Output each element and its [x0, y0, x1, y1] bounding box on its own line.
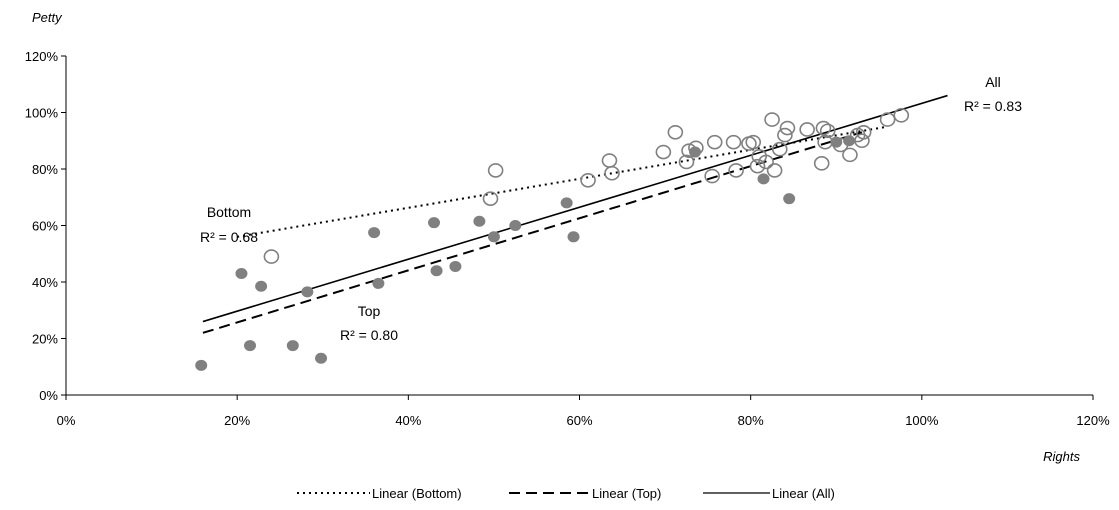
x-tick-label: 120% — [1076, 413, 1110, 428]
trend-group-label: Bottom — [207, 204, 251, 220]
top-point — [567, 231, 580, 243]
top-point — [430, 265, 443, 277]
top-point — [689, 146, 702, 158]
y-tick-label: 120% — [25, 49, 59, 64]
bottom-point — [604, 165, 620, 181]
top-point — [286, 340, 299, 352]
bottom-point — [766, 163, 783, 178]
bottom-point — [764, 112, 780, 127]
bottom-point — [749, 158, 766, 174]
trendline-dotted — [236, 125, 888, 238]
x-axis-title: Rights — [1043, 449, 1080, 464]
bottom-point — [745, 134, 762, 150]
top-point — [757, 173, 770, 185]
top-point — [235, 268, 248, 280]
bottom-point — [815, 120, 832, 136]
bottom-point — [706, 134, 723, 150]
bottom-point — [728, 163, 744, 178]
top-point — [783, 193, 796, 205]
top-point — [372, 277, 385, 289]
r-squared-label: R² = 0.68 — [200, 229, 258, 245]
top-point — [509, 220, 522, 231]
x-tick-label: 60% — [566, 413, 592, 428]
x-tick-label: 40% — [395, 413, 421, 428]
bottom-point — [819, 123, 836, 139]
trendline-dashed — [202, 131, 863, 334]
bottom-point — [667, 124, 684, 140]
bottom-point — [655, 144, 672, 160]
top-point — [315, 352, 328, 364]
top-point — [830, 136, 843, 148]
y-tick-label: 0% — [39, 388, 58, 403]
bottom-point — [704, 168, 720, 184]
bottom-point — [879, 112, 896, 127]
bottom-point — [678, 154, 695, 170]
trend-group-label: All — [985, 74, 1001, 90]
x-tick-label: 100% — [905, 413, 939, 428]
top-point — [195, 359, 208, 371]
r-squared-label: R² = 0.80 — [340, 327, 398, 343]
top-point — [244, 340, 257, 352]
top-point — [473, 215, 486, 227]
x-tick-label: 80% — [738, 413, 764, 428]
x-tick-label: 20% — [224, 413, 250, 428]
y-tick-label: 80% — [32, 162, 58, 177]
bottom-point — [482, 191, 499, 206]
bottom-point — [799, 122, 815, 137]
trend-group-label: Top — [358, 303, 381, 319]
bottom-point — [580, 173, 596, 188]
annotations: Bottom R² = 0.68 Top R² = 0.80 All R² = 0.83 — [200, 74, 1022, 343]
y-tick-label: 20% — [32, 332, 58, 347]
bottom-point — [779, 120, 796, 136]
data-points — [195, 108, 910, 371]
top-point — [428, 217, 441, 229]
x-tick-label: 0% — [57, 413, 76, 428]
bottom-point — [855, 124, 872, 140]
top-point — [255, 280, 268, 292]
legend-label: Linear (Bottom) — [372, 486, 462, 501]
top-point — [449, 260, 462, 272]
bottom-point — [725, 134, 742, 150]
y-tick-label: 60% — [32, 219, 58, 234]
legend-label: Linear (All) — [772, 486, 835, 501]
bottom-point — [263, 249, 280, 264]
y-axis-title: Petty — [32, 10, 63, 25]
bottom-point — [777, 127, 793, 143]
bottom-point — [893, 108, 910, 123]
x-axis-ticks: 0% 20% 40% 60% 80% 100% 120% — [57, 395, 1110, 428]
top-point — [843, 135, 856, 147]
y-tick-label: 100% — [25, 106, 59, 121]
trendline-solid — [202, 94, 948, 323]
top-point — [301, 286, 314, 298]
bottom-point — [813, 156, 830, 171]
top-point — [368, 227, 381, 239]
trendlines — [202, 94, 948, 334]
top-point — [487, 231, 500, 243]
bottom-point — [842, 147, 858, 163]
bottom-point — [487, 163, 504, 178]
top-point — [560, 197, 573, 209]
r-squared-label: R² = 0.83 — [964, 98, 1022, 114]
bottom-point — [758, 154, 774, 170]
bottom-point — [771, 141, 788, 157]
y-tick-label: 40% — [32, 275, 58, 290]
bottom-point — [601, 153, 618, 168]
legend-label: Linear (Top) — [592, 486, 661, 501]
legend: Linear (Bottom) Linear (Top) Linear (All) — [297, 486, 835, 501]
y-axis-ticks: 0% 20% 40% 60% 80% 100% 120% — [25, 49, 66, 403]
